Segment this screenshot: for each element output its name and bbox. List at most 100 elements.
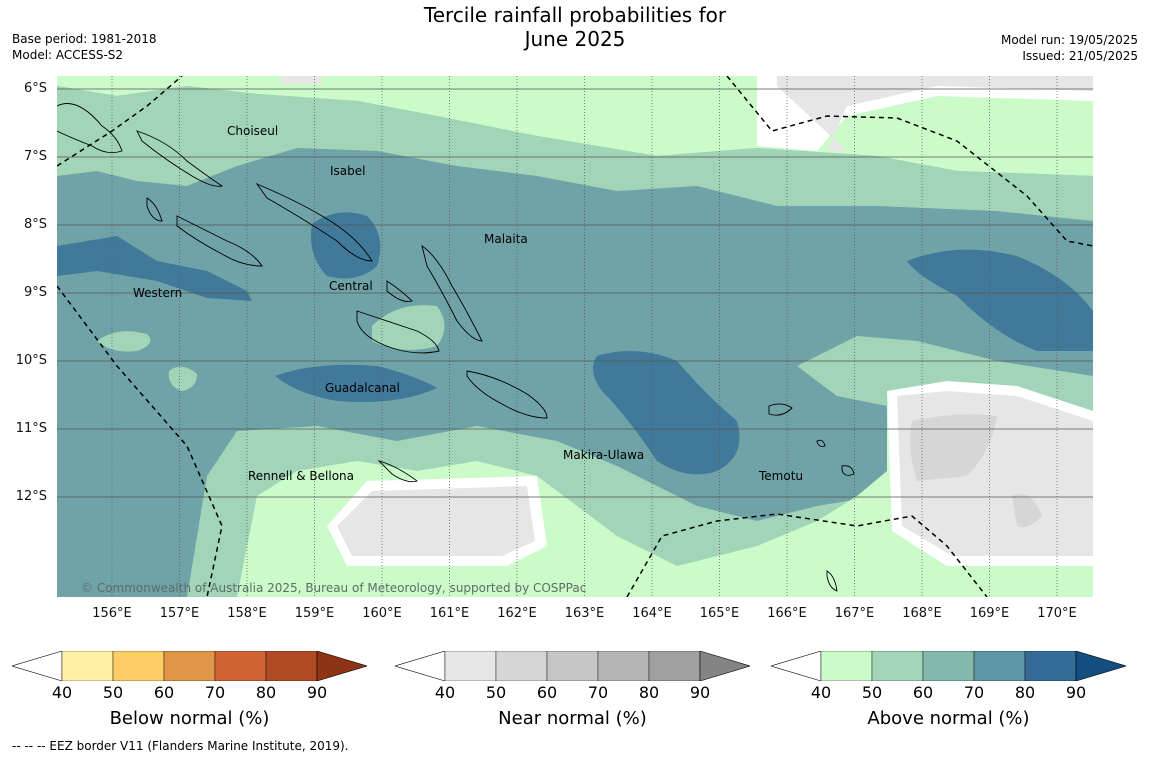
- colorbar-tick-label: 50: [102, 683, 124, 702]
- region-near-normal-50-60-se: [910, 414, 997, 481]
- lon-tick-label: 158°E: [227, 606, 267, 621]
- island-florida: [386, 280, 413, 302]
- label-temotu: Temotu: [758, 469, 803, 483]
- label-central: Central: [329, 279, 373, 293]
- colorbar-segment: [648, 650, 701, 682]
- lat-tick-label: 9°S: [23, 285, 47, 300]
- colorbar-tick-label: 40: [434, 683, 456, 702]
- colorbar-tick-label: 40: [810, 683, 832, 702]
- label-rennell-bellona: Rennell & Bellona: [248, 469, 354, 483]
- colorbar-segment: [922, 650, 975, 682]
- above-normal-colorbar: [769, 650, 1128, 682]
- colorbar-tick-label: 90: [306, 683, 328, 702]
- title-line-2: June 2025: [524, 27, 626, 51]
- issued-date: Issued: 21/05/2025: [1022, 49, 1138, 63]
- colorbar-tick-label: 50: [485, 683, 507, 702]
- colorbar-tick-label: 60: [912, 683, 934, 702]
- islands: [57, 103, 855, 592]
- island-new-georgia: [146, 197, 263, 267]
- lon-tick-label: 159°E: [294, 606, 335, 621]
- region-above-50-60-north: [57, 86, 1093, 221]
- colorbar-under-tip: [393, 650, 446, 682]
- lat-tick-label: 7°S: [23, 149, 47, 164]
- colorbar-segment: [61, 650, 114, 682]
- near-normal-colorbar-label: Near normal (%): [498, 708, 647, 729]
- label-western: Western: [133, 286, 182, 300]
- colorbar-segment: [871, 650, 924, 682]
- region-above-70-80-guadalcanal: [275, 364, 437, 403]
- colorbar-tick-label: 60: [536, 683, 558, 702]
- lat-tick-label: 10°S: [15, 353, 47, 368]
- colorbar-segment: [214, 650, 267, 682]
- colorbar-over-tip: [316, 650, 369, 682]
- region-near-normal-50-60-se-2: [1012, 494, 1042, 528]
- label-isabel: Isabel: [330, 164, 365, 178]
- colorbar-tick-label: 70: [204, 683, 226, 702]
- colorbar-tick-label: 80: [1014, 683, 1036, 702]
- region-above-70-80-east: [907, 249, 1093, 351]
- region-above-50-60-west-patch: [97, 331, 151, 352]
- colorbar-segment: [112, 650, 165, 682]
- lon-tick-label: 156°E: [92, 606, 132, 621]
- lon-tick-label: 160°E: [362, 606, 402, 621]
- lat-tick-label: 8°S: [23, 217, 47, 232]
- colorbar-segment: [265, 650, 318, 682]
- lon-tick-label: 166°E: [767, 606, 807, 621]
- region-near-normal-40-50-top: [282, 76, 322, 84]
- lat-tick-label: 6°S: [23, 81, 47, 96]
- colorbar-over-tip: [1075, 650, 1128, 682]
- lon-tick-label: 165°E: [699, 606, 740, 621]
- lon-tick-label: 164°E: [632, 606, 672, 621]
- lon-tick-label: 157°E: [159, 606, 200, 621]
- colorbar-under-tip: [769, 650, 822, 682]
- below-normal-colorbar-label: Below normal (%): [109, 708, 270, 729]
- lon-tick-label: 167°E: [834, 606, 875, 621]
- colorbar-tick-label: 70: [963, 683, 985, 702]
- colorbar-under-tip: [10, 650, 63, 682]
- island-anuta: [816, 439, 826, 447]
- island-isabel: [255, 182, 373, 262]
- lon-tick-label: 170°E: [1037, 606, 1077, 621]
- map-title: Tercile rainfall probabilities for June …: [0, 3, 1150, 51]
- colorbar-tick-label: 40: [51, 683, 73, 702]
- island-makira: [466, 370, 548, 419]
- region-above-70-80-makira: [593, 351, 740, 475]
- eez-footnote: -- -- -- EEZ border V11 (Flanders Marine…: [12, 739, 349, 753]
- island-tikopia: [826, 570, 838, 592]
- near-normal-colorbar: [393, 650, 752, 682]
- island-bougainville: [57, 103, 123, 154]
- lon-tick-label: 163°E: [564, 606, 605, 621]
- meta-left: Base period: 1981-2018 Model: ACCESS-S2: [12, 31, 157, 63]
- colorbar-segment: [1024, 650, 1077, 682]
- colorbar-segment: [444, 650, 497, 682]
- region-above-50-60-central-patch: [372, 305, 445, 350]
- lon-tick-label: 162°E: [497, 606, 537, 621]
- colorbar-tick-label: 60: [153, 683, 175, 702]
- copyright-notice: © Commonwealth of Australia 2025, Bureau…: [81, 581, 586, 595]
- province-labels: Choiseul Isabel Malaita Western Central …: [133, 124, 803, 483]
- colorbar-tick-label: 50: [861, 683, 883, 702]
- graticule: [57, 76, 1093, 597]
- lat-tick-label: 12°S: [15, 489, 47, 504]
- island-santa-cruz: [768, 403, 793, 416]
- colorbar-tick-label: 90: [689, 683, 711, 702]
- label-malaita: Malaita: [484, 232, 528, 246]
- colorbar-segment: [546, 650, 599, 682]
- island-guadalcanal: [356, 310, 440, 354]
- above-normal-colorbar-label: Above normal (%): [867, 708, 1030, 729]
- forecast-map: Choiseul Isabel Malaita Western Central …: [57, 76, 1093, 597]
- colorbar-tick-label: 90: [1065, 683, 1087, 702]
- label-choiseul: Choiseul: [227, 124, 278, 138]
- colorbar-segment: [973, 650, 1026, 682]
- colorbar-tick-label: 80: [638, 683, 660, 702]
- title-line-1: Tercile rainfall probabilities for: [423, 3, 727, 27]
- label-makira-ulawa: Makira-Ulawa: [563, 448, 644, 462]
- region-above-70-80-central: [311, 212, 381, 279]
- lon-tick-label: 169°E: [969, 606, 1010, 621]
- label-guadalcanal: Guadalcanal: [325, 381, 400, 395]
- colorbar-segment: [163, 650, 216, 682]
- meta-right: Model run: 19/05/2025 Issued: 21/05/2025: [1001, 32, 1138, 64]
- eez-borders: [57, 76, 1093, 597]
- base-period: Base period: 1981-2018: [12, 32, 157, 46]
- model-name: Model: ACCESS-S2: [12, 48, 124, 62]
